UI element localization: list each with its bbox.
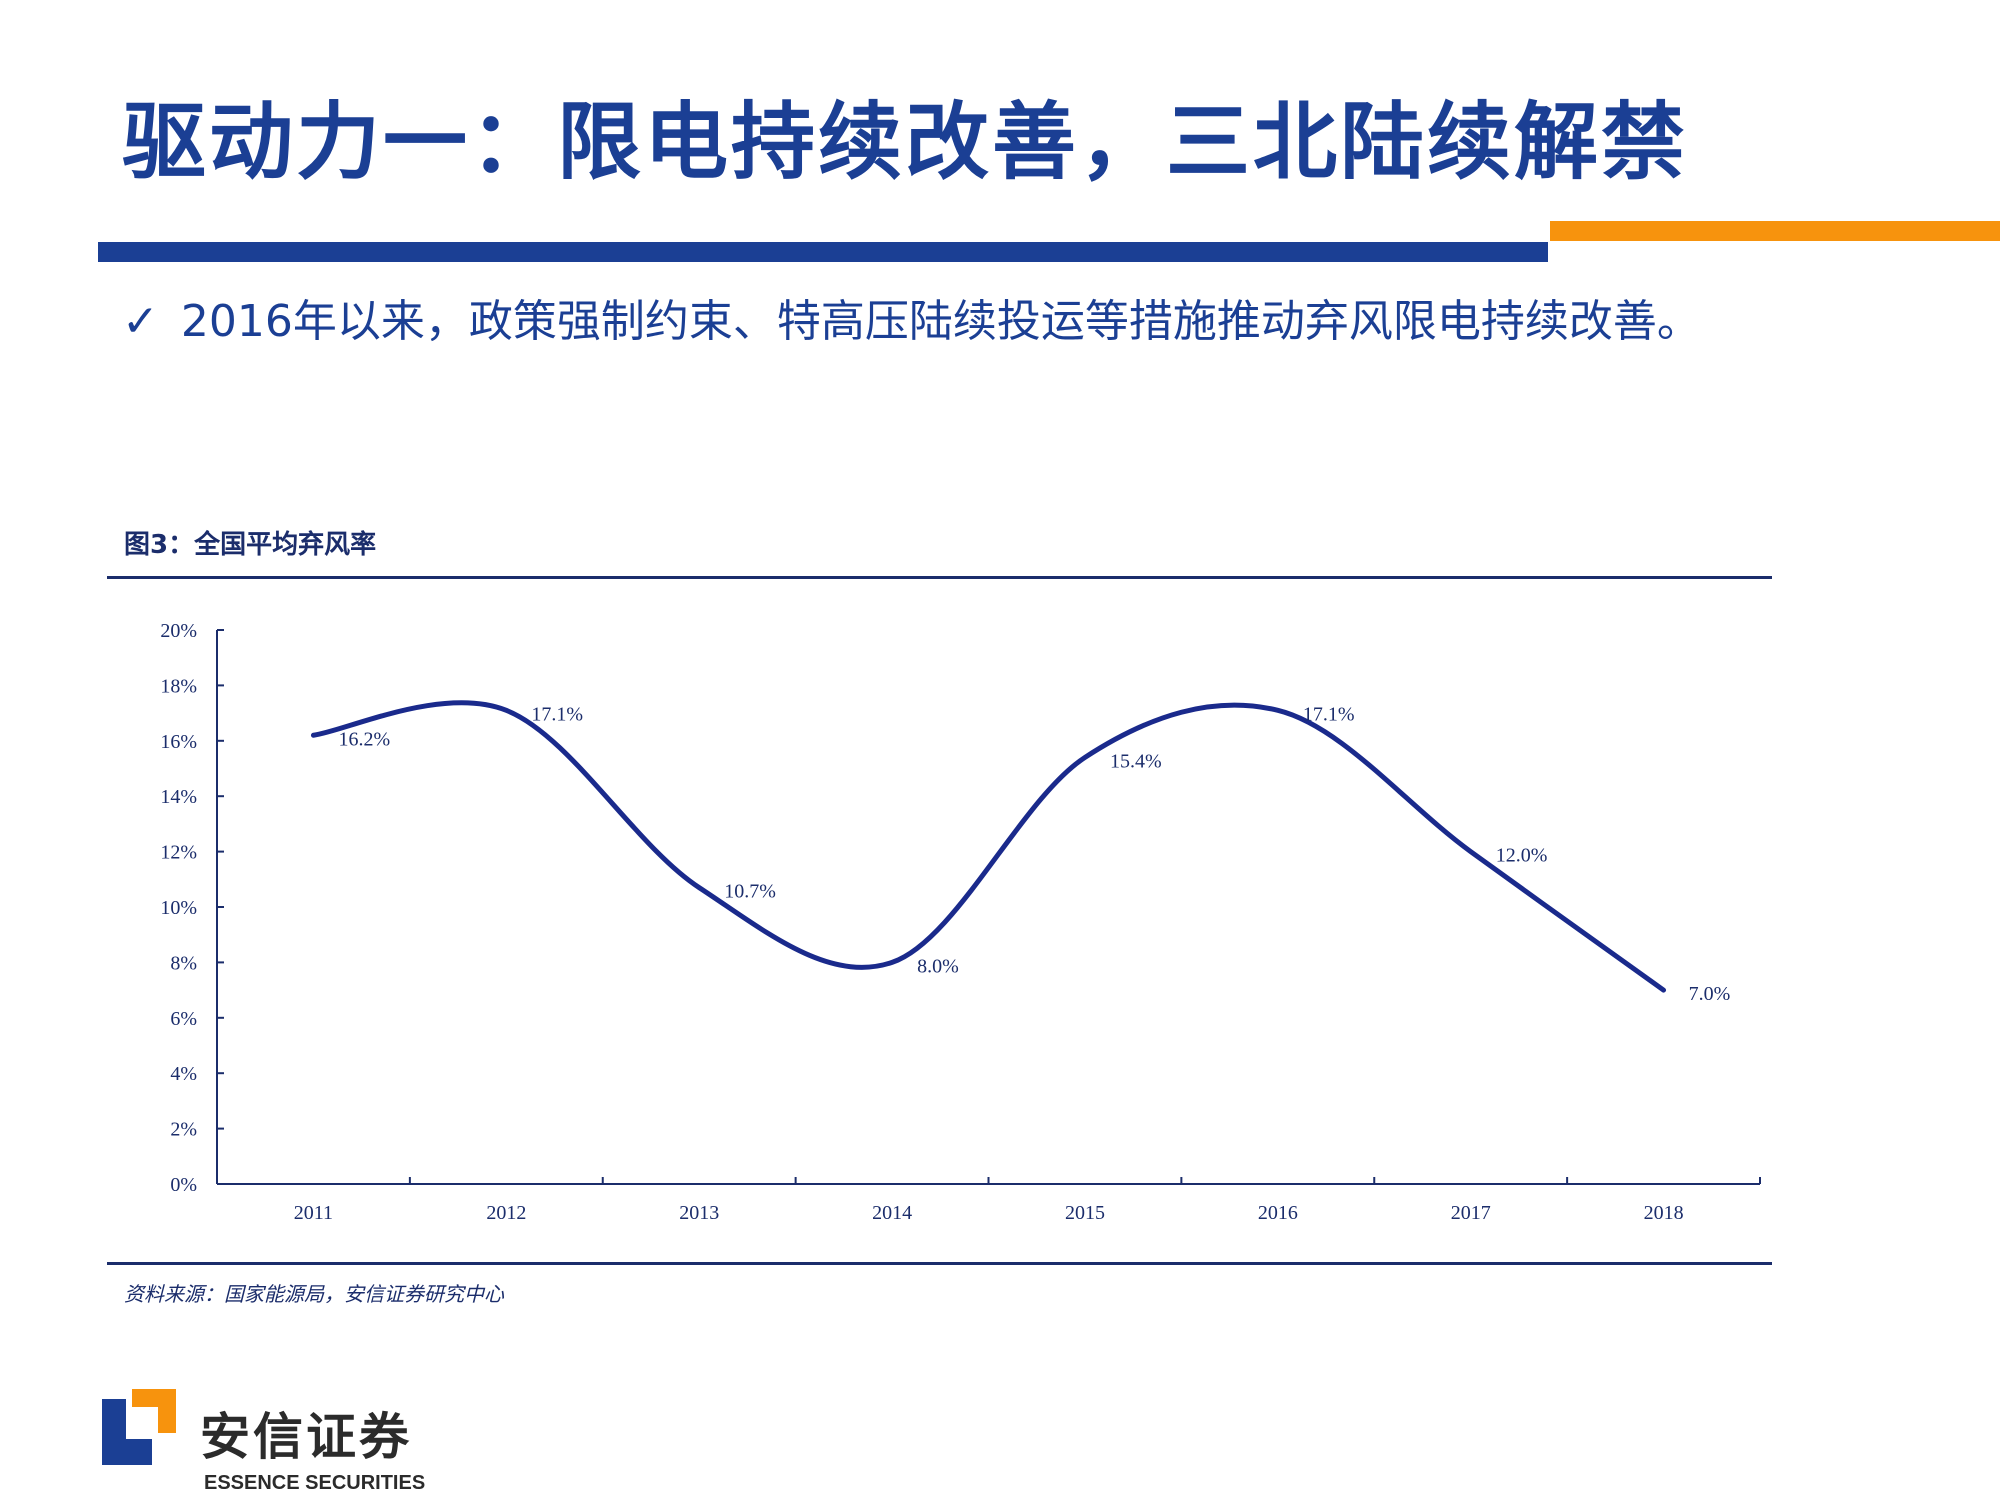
title-underline-blue bbox=[98, 242, 1548, 262]
data-point bbox=[891, 961, 893, 963]
x-tick-label: 2012 bbox=[486, 1202, 526, 1224]
brand-name-en: ESSENCE SECURITIES bbox=[204, 1472, 426, 1494]
x-tick-label: 2018 bbox=[1644, 1202, 1684, 1224]
x-tick-label: 2011 bbox=[294, 1202, 333, 1224]
y-tick-label: 2% bbox=[170, 1119, 197, 1141]
brand-name-cn: 安信证券 bbox=[200, 1408, 412, 1466]
bullet-point: ✓ 2016年以来，政策强制约束、特高压陆续投运等措施推动弃风限电持续改善。 bbox=[122, 296, 1701, 349]
essence-logo-icon bbox=[102, 1389, 176, 1465]
data-label: 7.0% bbox=[1689, 983, 1731, 1005]
data-label: 10.7% bbox=[724, 881, 776, 903]
data-label: 15.4% bbox=[1110, 750, 1162, 772]
x-tick-label: 2013 bbox=[679, 1202, 719, 1224]
figure-top-rule bbox=[107, 576, 1772, 579]
y-tick-label: 6% bbox=[170, 1008, 197, 1030]
y-tick-label: 4% bbox=[170, 1063, 197, 1085]
data-point bbox=[1084, 756, 1086, 758]
y-tick-label: 20% bbox=[160, 620, 197, 642]
data-point bbox=[1663, 989, 1665, 991]
x-tick-label: 2015 bbox=[1065, 1202, 1105, 1224]
y-tick-label: 16% bbox=[160, 731, 197, 753]
y-tick-label: 18% bbox=[160, 675, 197, 697]
series-line bbox=[310, 700, 1667, 993]
y-tick-label: 10% bbox=[160, 897, 197, 919]
y-tick-label: 8% bbox=[170, 952, 197, 974]
data-point bbox=[698, 887, 700, 889]
data-label: 17.1% bbox=[1303, 703, 1355, 725]
figure-caption: 图3：全国平均弃风率 bbox=[124, 530, 377, 560]
figure-source: 资料来源：国家能源局，安信证券研究中心 bbox=[124, 1282, 504, 1306]
data-point bbox=[312, 734, 314, 736]
data-point bbox=[505, 709, 507, 711]
y-tick-label: 14% bbox=[160, 786, 197, 808]
x-tick-label: 2016 bbox=[1258, 1202, 1298, 1224]
data-point bbox=[1470, 851, 1472, 853]
x-tick-label: 2017 bbox=[1451, 1202, 1491, 1224]
figure-bottom-rule bbox=[107, 1262, 1772, 1265]
data-label: 17.1% bbox=[531, 703, 583, 725]
data-label: 16.2% bbox=[338, 728, 390, 750]
checkmark-icon: ✓ bbox=[122, 296, 159, 347]
data-label: 12.0% bbox=[1496, 845, 1548, 867]
title-underline-orange bbox=[1550, 221, 2000, 241]
y-tick-label: 12% bbox=[160, 842, 197, 864]
data-point bbox=[1277, 709, 1279, 711]
bullet-text: 2016年以来，政策强制约束、特高压陆续投运等措施推动弃风限电持续改善。 bbox=[180, 296, 1701, 347]
data-label: 8.0% bbox=[917, 955, 959, 977]
y-tick-label: 0% bbox=[170, 1174, 197, 1196]
x-tick-label: 2014 bbox=[872, 1202, 912, 1224]
slide-title: 驱动力一：限电持续改善，三北陆续解禁 bbox=[122, 93, 1689, 191]
